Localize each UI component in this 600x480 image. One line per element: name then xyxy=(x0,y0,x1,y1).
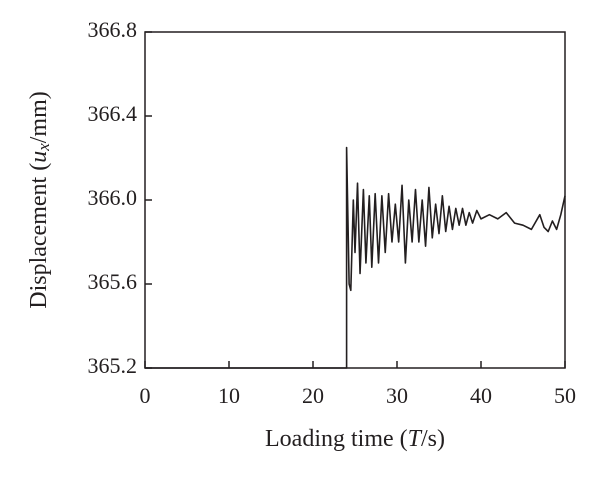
y-label-part: Displacement ( xyxy=(26,163,52,309)
x-label-part: T xyxy=(408,426,423,452)
x-axis-label: Loading time (T/s) xyxy=(265,426,445,452)
y-label-part: x xyxy=(34,143,53,152)
y-tick-label: 365.6 xyxy=(88,269,138,294)
y-tick-label: 366.4 xyxy=(88,101,138,126)
y-label-part: /mm) xyxy=(26,91,52,143)
y-tick-label: 366.8 xyxy=(88,17,138,42)
data-line xyxy=(145,146,566,369)
x-tick-label: 40 xyxy=(470,383,492,408)
x-label-part: Loading time ( xyxy=(265,426,408,452)
x-tick-label: 10 xyxy=(218,383,240,408)
y-tick-label: 366.0 xyxy=(88,185,138,210)
y-axis-label: Displacement (ux/mm) xyxy=(26,91,53,309)
x-tick-label: 20 xyxy=(302,383,324,408)
x-tick-label: 50 xyxy=(554,383,576,408)
x-tick-label: 30 xyxy=(386,383,408,408)
y-label-part: u xyxy=(26,151,52,163)
x-tick-label: 0 xyxy=(140,383,151,408)
y-tick-label: 365.2 xyxy=(88,353,138,378)
plot-frame xyxy=(144,31,566,369)
x-label-part: /s) xyxy=(421,426,445,452)
